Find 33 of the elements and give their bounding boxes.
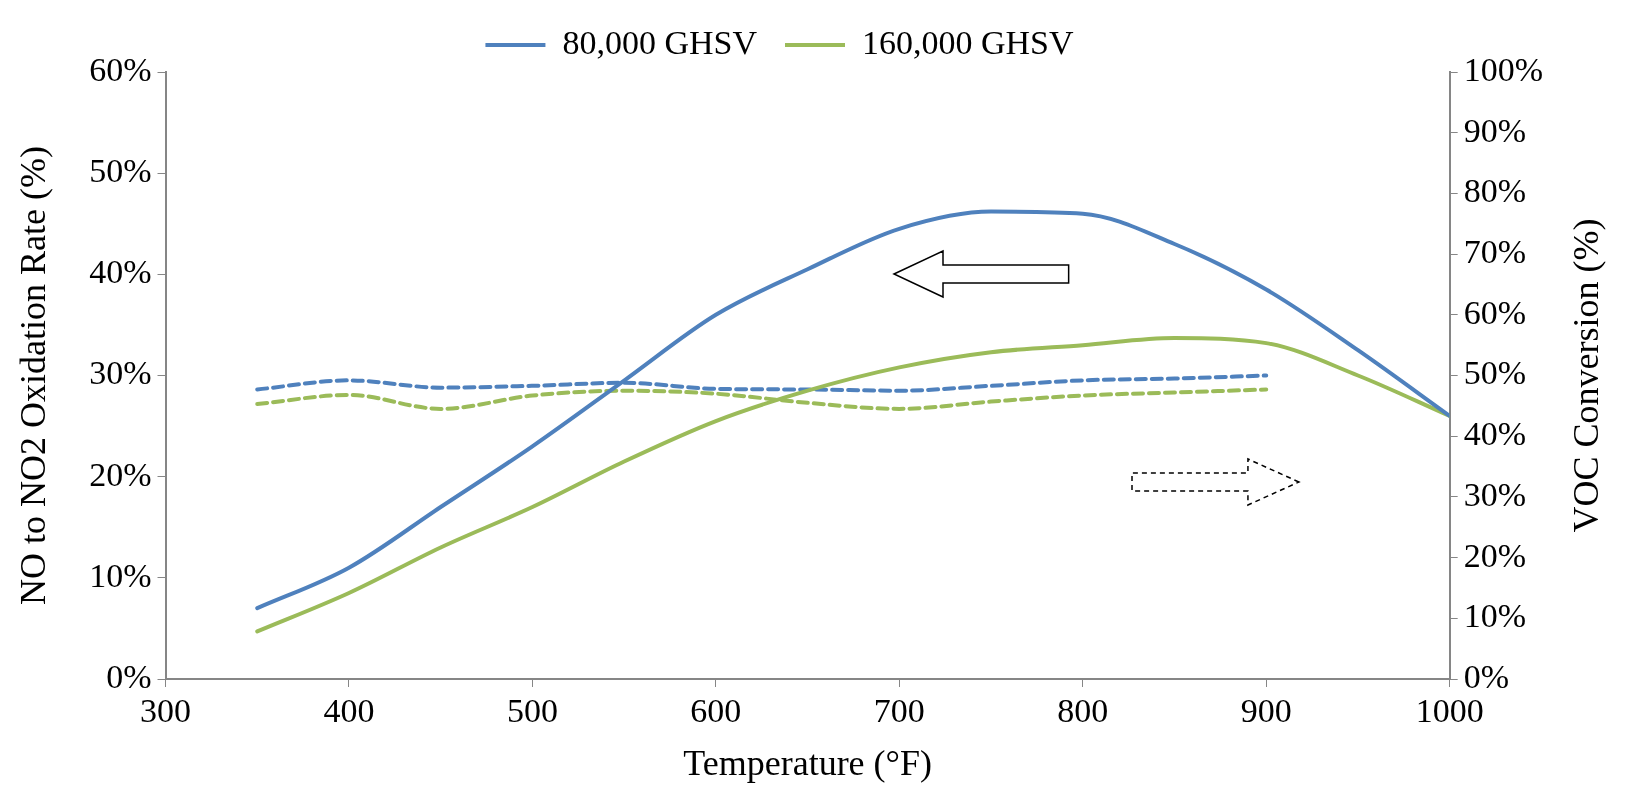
- y-tick-label: 50%: [89, 152, 152, 190]
- x-tick-label: 1000: [1415, 692, 1484, 730]
- x-tick-label: 900: [1240, 692, 1292, 730]
- x-tick-label: 500: [506, 692, 558, 730]
- y2-tick-label: 40%: [1463, 415, 1527, 453]
- y2-tick-label: 20%: [1463, 536, 1527, 574]
- x-tick-label: 600: [690, 692, 742, 730]
- y-tick-label: 20%: [89, 455, 152, 493]
- y2-axis-title: VOC Conversion (%): [1566, 218, 1607, 533]
- y2-tick-label: 10%: [1463, 597, 1527, 635]
- y2-tick-label: 30%: [1463, 475, 1527, 513]
- y2-tick-label: 100%: [1463, 50, 1544, 88]
- y-tick-label: 10%: [89, 556, 152, 594]
- legend-label: 80,000 GHSV: [562, 23, 758, 61]
- line-series: [255, 209, 1450, 611]
- line-series: [255, 336, 1450, 634]
- y2-tick-label: 70%: [1463, 233, 1527, 271]
- x-tick-label: 700: [873, 692, 925, 730]
- y-axis-title: NO to NO2 Oxidation Rate (%): [13, 146, 54, 605]
- x-tick-label: 300: [140, 692, 192, 730]
- y2-tick-label: 50%: [1463, 354, 1527, 392]
- y2-tick-label: 80%: [1463, 172, 1527, 210]
- x-tick-label: 400: [323, 692, 375, 730]
- y2-tick-label: 60%: [1463, 293, 1527, 331]
- y-tick-label: 30%: [89, 354, 152, 392]
- y-tick-label: 60%: [89, 50, 152, 88]
- y-tick-label: 40%: [89, 253, 152, 291]
- legend-label: 160,000 GHSV: [862, 23, 1075, 61]
- x-axis-title: Temperature (°F): [683, 742, 932, 783]
- y2-tick-label: 0%: [1463, 657, 1510, 695]
- x-tick-label: 800: [1057, 692, 1109, 730]
- y2-tick-label: 90%: [1463, 111, 1527, 149]
- y-tick-label: 0%: [106, 657, 152, 695]
